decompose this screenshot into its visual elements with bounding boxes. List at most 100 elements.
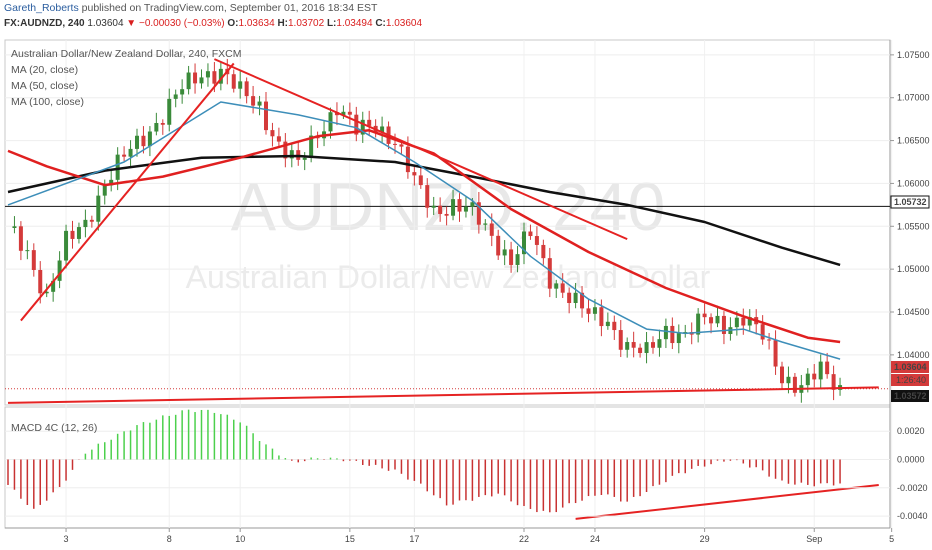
ma100-legend[interactable]: MA (100, close) xyxy=(11,96,84,108)
macd-trend-line xyxy=(575,483,879,520)
candle-up xyxy=(818,361,823,380)
candle-down xyxy=(38,269,43,294)
candle-up xyxy=(57,260,62,281)
candle-down xyxy=(825,361,830,375)
ma50-legend[interactable]: MA (50, close) xyxy=(11,80,78,92)
open-label: O: xyxy=(227,18,239,29)
macd-tick-label: -0.0040 xyxy=(897,511,928,521)
candle-up xyxy=(154,123,159,132)
candle-up xyxy=(135,135,139,149)
candle-down xyxy=(741,317,746,326)
candle-up xyxy=(431,205,436,208)
trend-line-3 xyxy=(7,386,879,404)
high-label: H: xyxy=(277,18,288,29)
candle-down xyxy=(31,250,36,270)
price-tick-label: 1.07500 xyxy=(897,50,930,60)
low-price-tag: 1.03572 xyxy=(891,390,929,402)
author-link[interactable]: Gareth_Roberts xyxy=(4,2,79,14)
candle-up xyxy=(102,185,107,196)
candle-down xyxy=(773,340,778,367)
candle-down xyxy=(721,315,726,334)
candle-down xyxy=(418,175,423,186)
candle-up xyxy=(463,206,468,212)
down-arrow-icon: ▼ xyxy=(126,18,137,29)
macd-tick-label: -0.0020 xyxy=(897,483,928,493)
candle-down xyxy=(70,230,75,239)
candle-up xyxy=(147,131,152,147)
candle-down xyxy=(670,325,675,344)
close-label: C: xyxy=(375,18,386,29)
publish-text: published on TradingView.com, September … xyxy=(81,2,378,14)
time-tick-label: 3 xyxy=(64,534,69,544)
candle-down xyxy=(534,236,539,245)
level-price-text: 1.05732 xyxy=(894,197,927,207)
candle-up xyxy=(786,376,791,384)
price-tick-label: 1.07000 xyxy=(897,93,930,103)
candle-down xyxy=(141,135,146,147)
candle-up xyxy=(173,94,178,99)
close-value: 1.03604 xyxy=(385,18,423,29)
candle-up xyxy=(109,179,114,186)
candle-down xyxy=(438,205,443,214)
candle-up xyxy=(676,333,681,344)
trend-line-1 xyxy=(20,62,235,322)
candle-up xyxy=(663,325,668,340)
watermark-ticker: AUDNZD, 240 xyxy=(231,169,666,245)
candle-down xyxy=(354,114,359,135)
candle-down xyxy=(760,324,765,340)
candle-down xyxy=(231,74,236,89)
candle-down xyxy=(547,258,552,289)
ma100-line xyxy=(7,154,841,267)
candle-up xyxy=(186,72,191,90)
candle-up xyxy=(44,291,49,294)
time-tick-label: 5 xyxy=(889,534,894,544)
high-value: 1.03702 xyxy=(288,18,325,29)
moving-averages xyxy=(7,101,841,360)
candle-up xyxy=(309,135,314,158)
candle-up xyxy=(257,101,262,106)
candle-up xyxy=(115,154,120,180)
ma20-legend[interactable]: MA (20, close) xyxy=(11,64,78,76)
low-label: L: xyxy=(326,18,337,29)
candle-up xyxy=(180,89,185,95)
candle-up xyxy=(715,315,720,324)
candle-down xyxy=(160,123,165,125)
candle-up xyxy=(554,283,559,289)
candle-down xyxy=(599,307,604,327)
candle-down xyxy=(567,292,572,304)
price-tick-label: 1.06500 xyxy=(897,136,930,146)
countdown-text: 1:26:40 xyxy=(896,375,926,385)
candle-down xyxy=(444,213,449,216)
candle-down xyxy=(580,292,585,309)
watermark-name: Australian Dollar/New Zealand Dollar xyxy=(186,259,711,295)
candlestick-series xyxy=(12,58,843,403)
candle-up xyxy=(683,332,688,334)
candle-down xyxy=(767,339,772,341)
candle-down xyxy=(586,308,591,314)
candle-down xyxy=(405,146,410,173)
candle-up xyxy=(25,250,30,252)
candle-down xyxy=(399,144,404,147)
time-axis[interactable]: 3 8 10 15 17 22 24 29 Sep 5 xyxy=(64,528,895,544)
candle-down xyxy=(334,112,339,116)
candle-up xyxy=(360,119,365,135)
time-tick-label: 29 xyxy=(700,534,710,544)
candle-down xyxy=(251,96,256,106)
current-price-text: 1.03604 xyxy=(894,362,927,372)
trend-lines[interactable] xyxy=(7,58,879,520)
candle-up xyxy=(483,223,488,225)
candle-up xyxy=(380,126,385,133)
price-axis[interactable]: 1.07500 1.07000 1.06500 1.06000 1.05500 1.050… xyxy=(890,50,930,521)
time-tick-label: Sep xyxy=(806,534,822,544)
macd-panel-title[interactable]: MACD 4C (12, 26) xyxy=(11,422,97,434)
candle-down xyxy=(780,366,784,384)
candle-down xyxy=(367,119,372,126)
candle-down xyxy=(18,226,23,251)
candle-down xyxy=(638,347,643,354)
candle-down xyxy=(476,202,481,225)
main-panel-title: Australian Dollar/New Zealand Dollar, 24… xyxy=(11,48,242,60)
candle-up xyxy=(747,317,752,326)
candle-down xyxy=(709,317,714,324)
candle-down xyxy=(612,321,617,331)
